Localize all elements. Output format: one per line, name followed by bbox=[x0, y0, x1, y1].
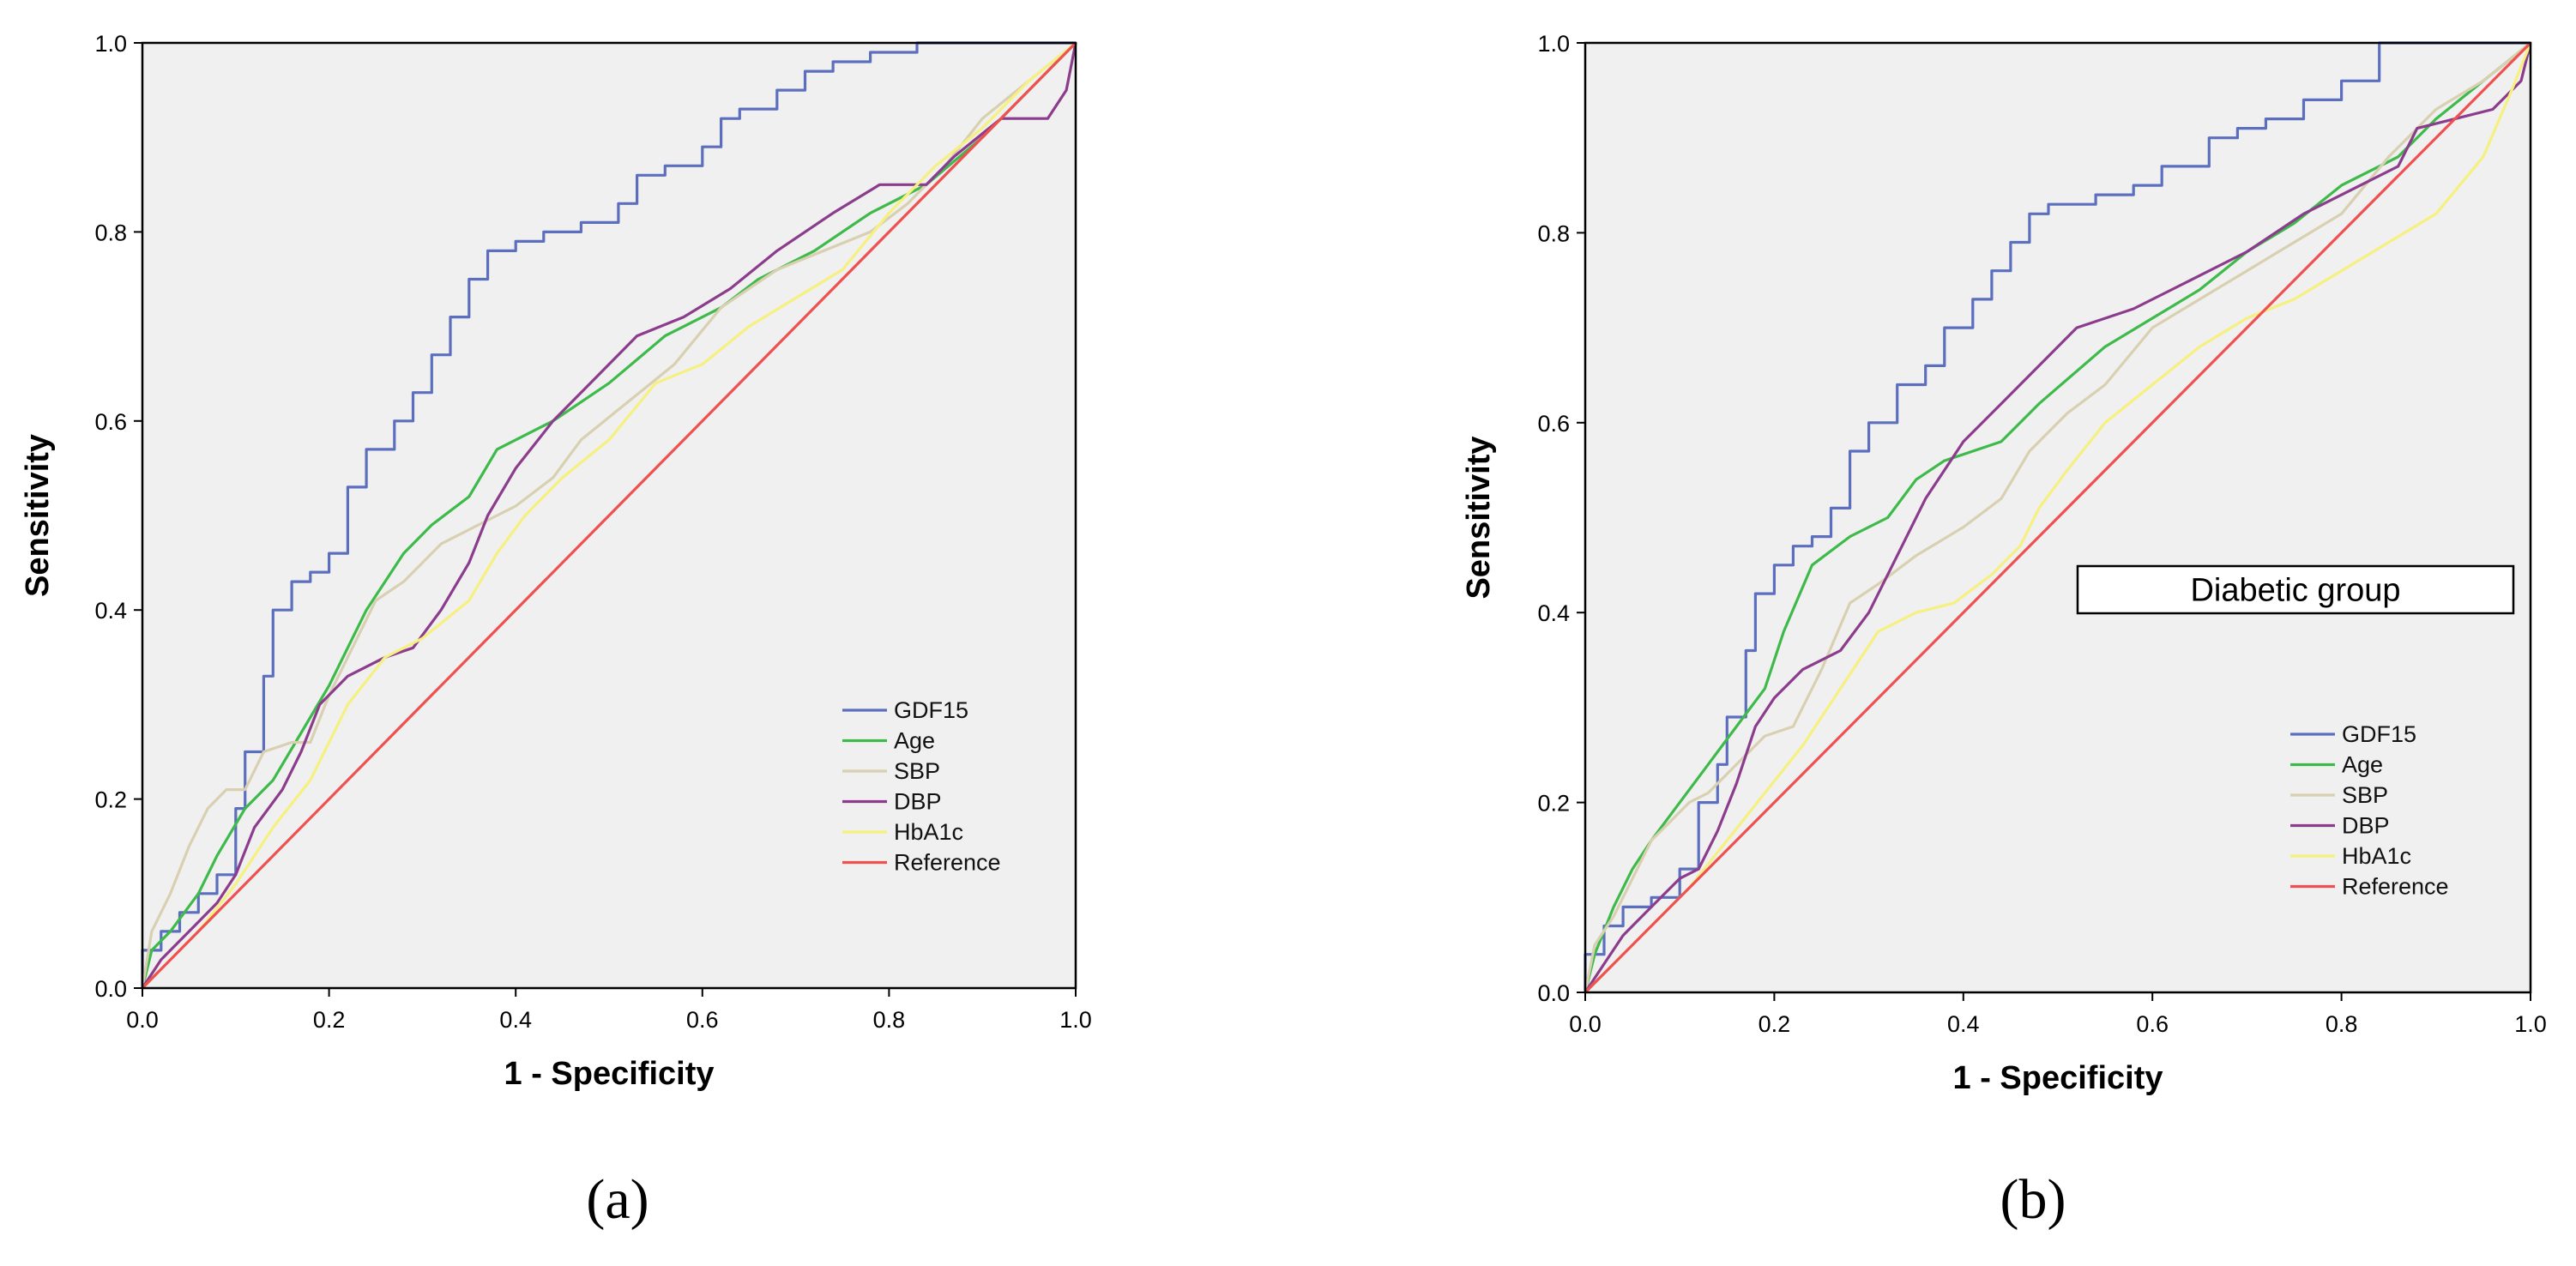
x-tick-label: 0.2 bbox=[313, 1007, 346, 1033]
legend: GDF15 Age SBP DBP HbA1c Reference bbox=[842, 697, 1001, 876]
x-tick-label: 0.8 bbox=[873, 1007, 906, 1033]
legend-label-age: Age bbox=[894, 728, 935, 754]
x-axis-title: 1 - Specificity bbox=[504, 1056, 715, 1092]
x-tick-label: 1.0 bbox=[1059, 1007, 1092, 1033]
roc-curve-age bbox=[141, 41, 1077, 989]
y-tick-label: 0.8 bbox=[94, 220, 127, 245]
x-tick-label: 0.8 bbox=[2326, 1011, 2358, 1037]
legend-label-gdf15: GDF15 bbox=[894, 697, 968, 723]
x-tick-label: 0.4 bbox=[499, 1007, 532, 1033]
x-tick-label: 0.6 bbox=[686, 1007, 719, 1033]
roc-curve-reference bbox=[141, 41, 1077, 990]
y-tick-label: 0.4 bbox=[94, 598, 127, 624]
x-tick-label: 0.2 bbox=[1759, 1011, 1791, 1037]
roc-panel-a: 0.0 0.2 0.4 0.6 0.8 1.0 0.0 0.2 0.4 0.6 0.8 1.0 1 - … bbox=[20, 31, 1092, 1231]
legend-label-sbp: SBP bbox=[2342, 782, 2388, 808]
roc-curve-dbp bbox=[141, 42, 1077, 989]
x-tick-label: 1.0 bbox=[2514, 1011, 2547, 1037]
legend-label-hba1c: HbA1c bbox=[894, 819, 963, 845]
legend-label-hba1c: HbA1c bbox=[2342, 843, 2411, 869]
legend-label-dbp: DBP bbox=[894, 789, 942, 815]
legend: GDF15 Age SBP DBP HbA1c Reference bbox=[2290, 721, 2449, 900]
y-tick-label: 0.4 bbox=[1537, 600, 1570, 626]
panel-label: (b) bbox=[2000, 1168, 2066, 1231]
roc-curve-gdf15 bbox=[141, 41, 1076, 988]
x-tick-label: 0.4 bbox=[1947, 1011, 1980, 1037]
annotation-text: Diabetic group bbox=[2190, 573, 2400, 609]
y-tick-label: 0.8 bbox=[1537, 220, 1570, 246]
y-tick-label: 0.6 bbox=[1537, 411, 1570, 437]
y-tick-label: 0.6 bbox=[94, 409, 127, 435]
roc-curve-reference bbox=[1584, 41, 2532, 994]
roc-curve-hba1c bbox=[1584, 42, 2532, 994]
legend-label-reference: Reference bbox=[894, 850, 1001, 876]
y-axis-title: Sensitivity bbox=[20, 434, 56, 597]
legend-label-reference: Reference bbox=[2342, 874, 2449, 900]
x-axis-title: 1 - Specificity bbox=[1953, 1060, 2163, 1096]
y-tick-label: 0.2 bbox=[1537, 791, 1570, 817]
y-tick-label: 0.0 bbox=[94, 976, 127, 1002]
y-tick-label: 1.0 bbox=[1537, 31, 1570, 57]
plot-frame bbox=[1584, 41, 2532, 994]
roc-panel-b: 0.0 0.2 0.4 0.6 0.8 1.0 0.0 0.2 0.4 0.6 0.8 1.0 1 - … bbox=[1461, 31, 2547, 1231]
legend-label-age: Age bbox=[2342, 752, 2383, 778]
roc-curve-hba1c bbox=[141, 41, 1077, 990]
x-tick-label: 0.0 bbox=[126, 1007, 159, 1033]
roc-curve-age bbox=[1584, 41, 2532, 993]
legend-label-dbp: DBP bbox=[2342, 813, 2390, 839]
annotation-box bbox=[2076, 564, 2515, 615]
y-tick-label: 1.0 bbox=[94, 31, 127, 57]
legend-label-sbp: SBP bbox=[894, 758, 940, 784]
legend-label-gdf15: GDF15 bbox=[2342, 721, 2416, 747]
roc-curve-gdf15 bbox=[1584, 41, 2531, 992]
roc-curve-sbp bbox=[1584, 41, 2532, 993]
x-tick-label: 0.6 bbox=[2136, 1011, 2169, 1037]
y-tick-label: 0.0 bbox=[1537, 980, 1570, 1006]
x-tick-label: 0.0 bbox=[1569, 1011, 1602, 1037]
y-axis-title: Sensitivity bbox=[1461, 436, 1497, 599]
panel-label: (a) bbox=[586, 1168, 649, 1231]
y-tick-label: 0.2 bbox=[94, 787, 127, 813]
roc-curve-dbp bbox=[1584, 42, 2532, 993]
plot-frame bbox=[141, 41, 1077, 990]
